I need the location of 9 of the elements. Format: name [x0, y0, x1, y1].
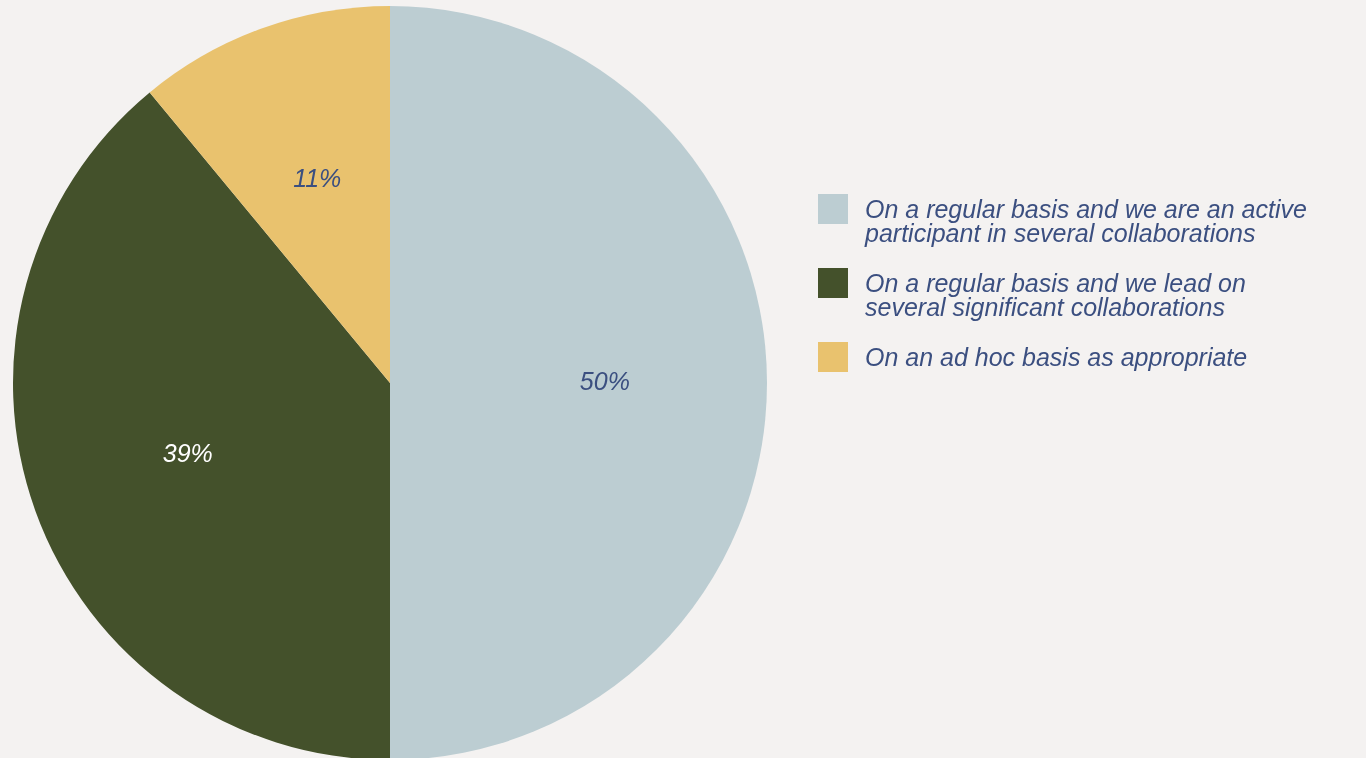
pie-slice: [149, 6, 390, 383]
data-label: 11%: [293, 164, 342, 193]
data-label: 39%: [162, 439, 213, 468]
legend-label: On a regular basis and we lead on several significant collaborations: [865, 269, 1246, 321]
pie-slice: [13, 92, 390, 758]
legend-label: On an ad hoc basis as appropriate: [865, 343, 1248, 371]
data-label: 50%: [579, 366, 630, 395]
pie-slice: [390, 6, 767, 758]
legend-label: On a regular basis and we are an active participant in several collaborations: [864, 195, 1307, 247]
